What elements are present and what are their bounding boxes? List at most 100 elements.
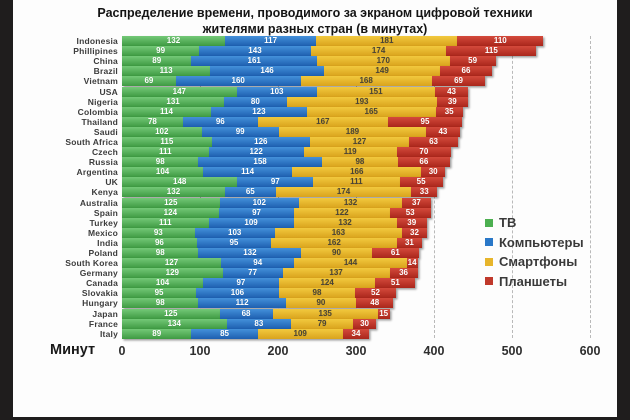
bar-segment: 112: [198, 298, 286, 309]
bar-segment: 160: [175, 76, 301, 87]
country-label: South Korea: [65, 258, 118, 269]
bar-segment: 15: [377, 308, 390, 319]
bar-segment: 98: [278, 288, 356, 299]
bar-segment: 98: [122, 248, 199, 259]
value-label: 98: [355, 157, 365, 167]
value-label: 106: [230, 288, 245, 298]
value-label: 132: [166, 36, 181, 46]
bar-segment: 143: [199, 46, 311, 57]
stacked-bar: 125 102 132 37: [122, 197, 590, 208]
bar-row: Canada 104 97 124 51: [13, 278, 617, 289]
value-label: 90: [332, 248, 341, 258]
bar-segment: 104: [122, 167, 204, 178]
value-label: 99: [156, 46, 166, 56]
value-label: 48: [370, 298, 380, 308]
bar-segment: 30: [421, 167, 445, 178]
bar-segment: 168: [300, 76, 432, 87]
country-label: Australia: [79, 197, 118, 208]
bar-segment: 122: [294, 207, 390, 218]
stacked-bar: 102 99 189 43: [122, 126, 590, 137]
value-label: 143: [248, 46, 262, 56]
value-label: 131: [166, 96, 180, 106]
value-label: 162: [327, 237, 341, 247]
value-label: 97: [236, 278, 246, 288]
x-axis-tick: 500: [501, 344, 523, 358]
country-label: Brazil: [93, 66, 118, 77]
bar-segment: 69: [431, 76, 486, 87]
value-label: 165: [364, 106, 378, 116]
bar-segment: 80: [224, 96, 287, 107]
bar-segment: 161: [191, 56, 317, 67]
x-axis-tick: 200: [267, 344, 289, 358]
bar-row: Czech 111 122 119 70: [13, 147, 617, 158]
value-label: 83: [254, 318, 264, 328]
bar-segment: 117: [224, 36, 317, 47]
value-label: 102: [252, 197, 266, 207]
country-label: South Africa: [65, 136, 118, 147]
value-label: 132: [243, 248, 257, 258]
value-label: 89: [152, 56, 162, 66]
value-label: 96: [154, 237, 164, 247]
value-label: 111: [159, 217, 172, 227]
value-label: 115: [160, 136, 174, 146]
stacked-bar: 132 65 174 33: [122, 187, 590, 198]
value-label: 32: [410, 227, 419, 237]
bar-segment: 170: [316, 56, 450, 67]
bar-segment: 39: [437, 96, 468, 107]
value-label: 126: [254, 136, 268, 146]
value-label: 99: [235, 126, 245, 136]
country-label: UK: [105, 177, 118, 188]
value-label: 34: [351, 328, 361, 338]
value-label: 160: [231, 76, 245, 86]
bar-segment: 93: [122, 227, 195, 238]
value-label: 98: [155, 298, 165, 308]
value-label: 103: [270, 86, 284, 96]
value-label: 77: [248, 268, 258, 278]
bar-segment: 149: [324, 66, 441, 77]
value-label: 127: [164, 258, 179, 268]
bar-row: Colombia 114 123 165 35: [13, 106, 617, 117]
bar-segment: 174: [275, 187, 412, 198]
value-label: 147: [172, 86, 186, 96]
country-label: Hungary: [82, 298, 118, 309]
bar-segment: 144: [294, 258, 407, 269]
value-label: 125: [164, 197, 178, 207]
value-label: 94: [253, 258, 263, 268]
value-label: 39: [447, 96, 457, 106]
value-label: 95: [420, 116, 430, 126]
bar-segment: 124: [278, 278, 376, 289]
bar-segment: 63: [409, 136, 459, 147]
stacked-bar: 93 103 163 32: [122, 227, 590, 238]
value-label: 98: [312, 288, 322, 298]
bar-segment: 111: [122, 147, 209, 158]
bar-segment: 51: [375, 278, 416, 289]
stacked-bar: 115 126 127 63: [122, 136, 590, 147]
value-label: 59: [468, 56, 478, 66]
bar-segment: 59: [449, 56, 496, 67]
bar-segment: 83: [226, 318, 292, 329]
value-label: 137: [329, 268, 343, 278]
legend-label: Смартфоны: [499, 254, 578, 270]
value-label: 102: [155, 126, 169, 136]
value-label: 149: [375, 66, 389, 76]
value-label: 97: [252, 207, 261, 217]
bar-segment: 77: [222, 268, 283, 279]
x-axis-label: Минут: [50, 342, 96, 358]
x-axis: 0 100 200 300 400 500 600: [119, 344, 601, 362]
bar-segment: 95: [122, 288, 197, 299]
gridline: [590, 36, 591, 338]
stacked-bar: 131 80 193 39: [122, 96, 590, 107]
country-label: France: [88, 318, 118, 329]
value-label: 166: [350, 167, 364, 177]
bar-segment: 90: [301, 248, 372, 259]
value-label: 114: [241, 167, 255, 177]
country-label: Mexico: [87, 227, 118, 238]
legend-swatch: [485, 218, 493, 227]
bar-segment: 114: [122, 106, 211, 117]
value-label: 61: [390, 248, 400, 258]
value-label: 43: [438, 126, 448, 136]
bar-segment: 99: [122, 46, 200, 57]
country-label: Slovakia: [81, 288, 118, 299]
bar-segment: 126: [211, 136, 310, 147]
